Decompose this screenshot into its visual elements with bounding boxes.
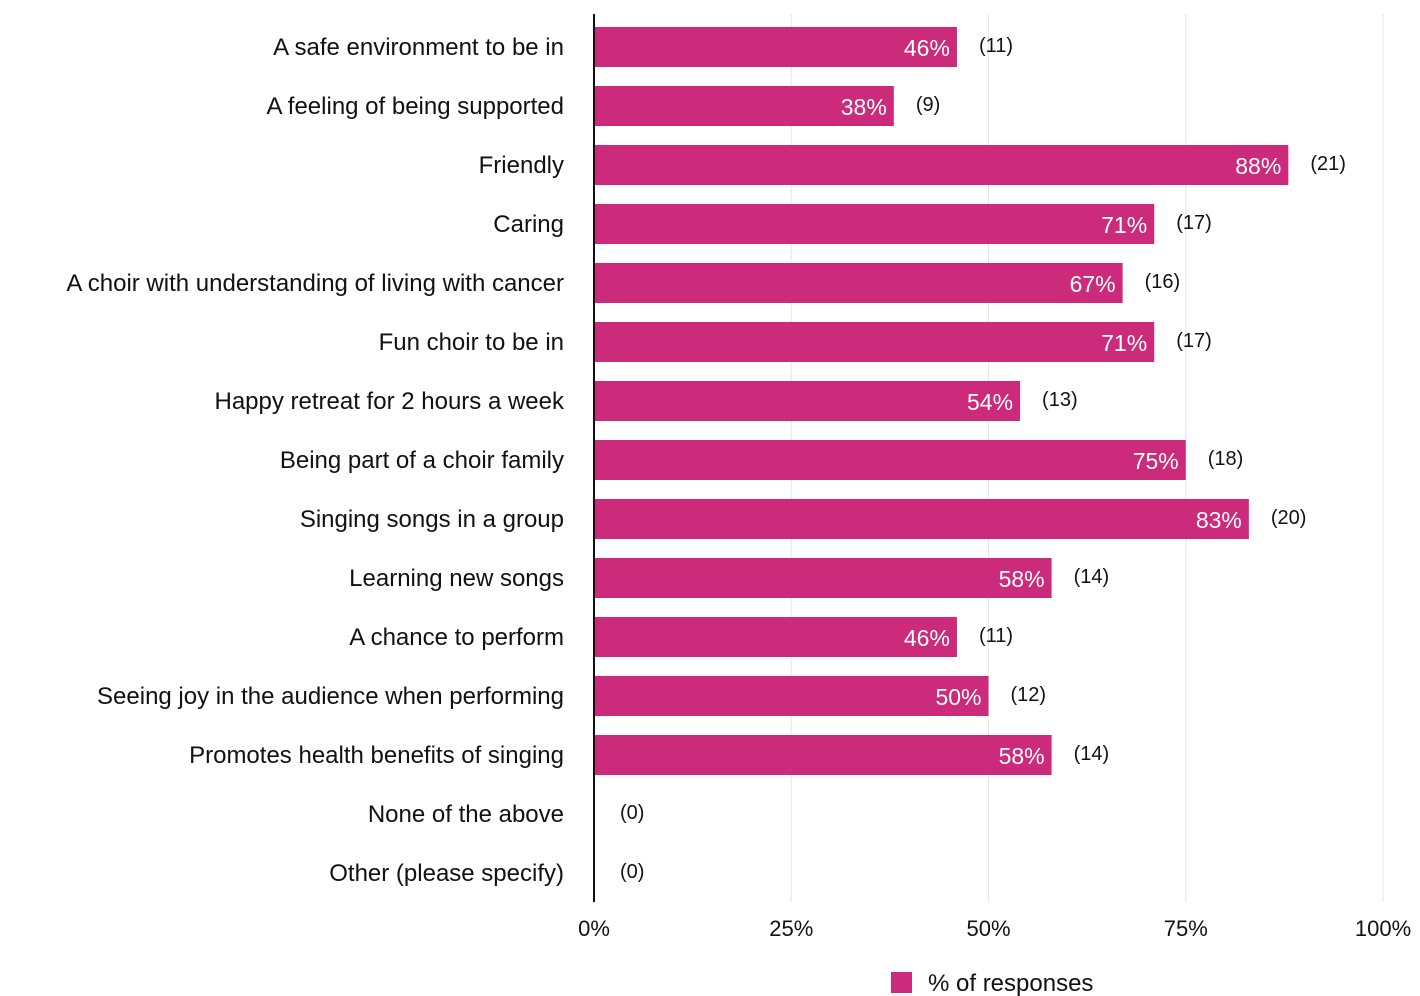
bar: [595, 322, 1155, 362]
x-tick-label: 75%: [1164, 916, 1208, 941]
category-label: None of the above: [368, 801, 564, 828]
response-count-label: (13): [1042, 389, 1078, 411]
category-label: Friendly: [479, 152, 564, 179]
x-tick-label: 0%: [578, 916, 610, 941]
bar-value-label: 54%: [967, 389, 1013, 415]
category-label: A choir with understanding of living wit…: [66, 270, 564, 297]
bar-value-label: 75%: [1133, 448, 1179, 474]
bar: [595, 145, 1289, 185]
bar-value-label: 58%: [999, 566, 1045, 592]
bar: [595, 735, 1052, 775]
bar-value-label: 88%: [1235, 153, 1281, 179]
category-label: A feeling of being supported: [266, 93, 564, 120]
response-count-label: (0): [620, 861, 644, 883]
axes: 0% 25% 50% 75% 100% A safe environment to be …: [66, 14, 1411, 941]
bar-value-label: 58%: [999, 743, 1045, 769]
bar-value-label: 50%: [935, 684, 981, 710]
x-tick-label: 100%: [1355, 916, 1411, 941]
bar-value-label: 71%: [1101, 212, 1147, 238]
category-label: Caring: [493, 211, 564, 238]
response-count-label: (14): [1074, 743, 1110, 765]
bar: [595, 204, 1155, 244]
bar: [595, 676, 989, 716]
response-count-label: (11): [979, 625, 1013, 647]
bar: [595, 27, 957, 67]
response-count-label: (17): [1176, 212, 1212, 234]
bar-value-label: 46%: [904, 625, 950, 651]
category-label: Seeing joy in the audience when performi…: [97, 683, 564, 710]
bar: [595, 86, 894, 126]
bar-value-label: 67%: [1070, 271, 1116, 297]
legend: % of responses: [891, 970, 1093, 996]
category-label: Happy retreat for 2 hours a week: [214, 388, 565, 415]
x-tick-label: 25%: [769, 916, 813, 941]
response-count-label: (17): [1176, 330, 1212, 352]
category-label: A safe environment to be in: [273, 34, 564, 61]
bar-value-label: 38%: [841, 94, 887, 120]
bar: [595, 558, 1052, 598]
x-tick-label: 50%: [966, 916, 1010, 941]
response-count-label: (16): [1145, 271, 1181, 293]
bar-value-label: 83%: [1196, 507, 1242, 533]
response-count-label: (0): [620, 802, 644, 824]
category-label: Promotes health benefits of singing: [189, 742, 564, 769]
category-label: A chance to perform: [349, 624, 564, 651]
response-count-label: (18): [1208, 448, 1244, 470]
response-count-label: (12): [1011, 684, 1047, 706]
bar: [595, 440, 1186, 480]
bar-value-label: 46%: [904, 35, 950, 61]
legend-label: % of responses: [928, 970, 1093, 996]
category-label: Other (please specify): [329, 860, 564, 887]
bar: [595, 381, 1021, 421]
bar: [595, 617, 957, 657]
legend-swatch: [891, 972, 912, 993]
response-count-label: (11): [979, 35, 1013, 57]
response-count-label: (20): [1271, 507, 1307, 529]
category-label: Learning new songs: [349, 565, 564, 592]
category-label: Singing songs in a group: [300, 506, 564, 533]
bar: [595, 499, 1249, 539]
category-label: Fun choir to be in: [379, 329, 564, 356]
bars: 46% (11) 38% (9) 88% (21) 71% (17) 67% (16) 71% (17…: [595, 27, 1346, 883]
bar: [595, 263, 1123, 303]
response-count-label: (9): [916, 94, 940, 116]
response-count-label: (21): [1310, 153, 1346, 175]
response-count-label: (14): [1074, 566, 1110, 588]
category-label: Being part of a choir family: [280, 447, 564, 474]
bar-value-label: 71%: [1101, 330, 1147, 356]
